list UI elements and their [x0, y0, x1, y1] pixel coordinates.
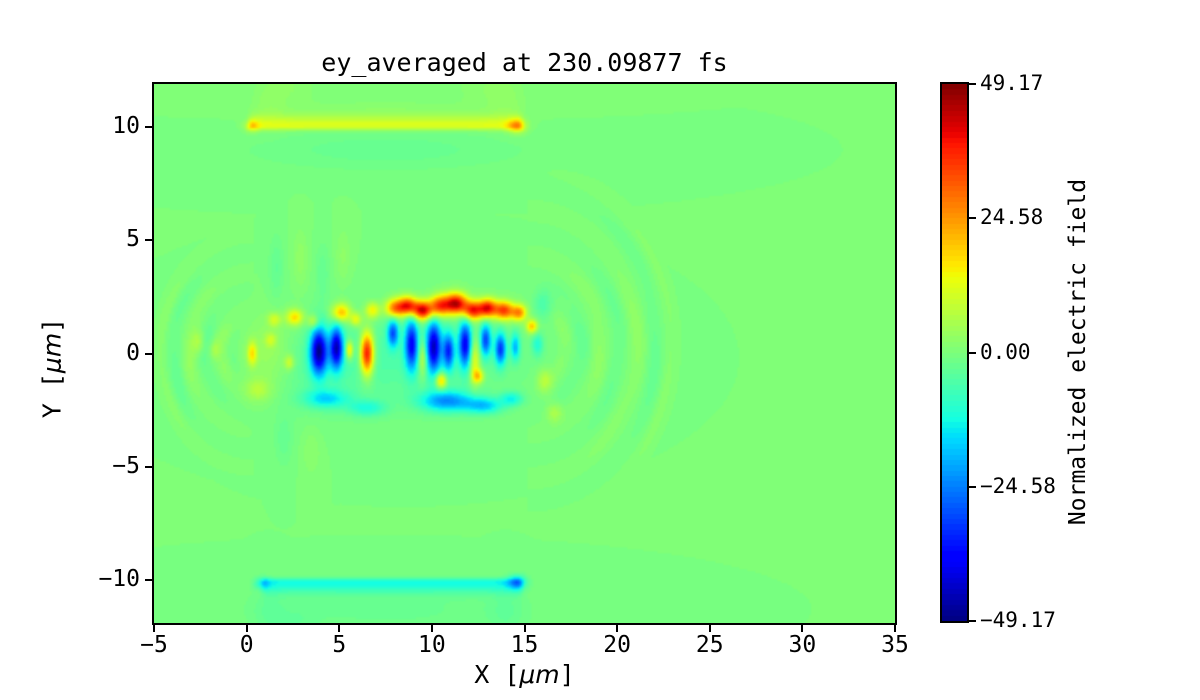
y-tick-label: 0 [126, 339, 140, 366]
y-tick-label: 10 [112, 113, 140, 140]
x-tick-label: 35 [881, 632, 909, 658]
colorbar-tick-mark [969, 485, 976, 488]
y-axis-label-suffix: ] [37, 317, 67, 333]
y-tick-mark [145, 352, 152, 355]
colorbar-tick-label: −49.17 [980, 608, 1056, 632]
x-tick-mark [245, 625, 248, 632]
colorbar-tick-mark [969, 83, 976, 85]
x-tick-mark [338, 625, 341, 632]
colorbar-canvas [942, 84, 967, 621]
x-tick-label: 15 [510, 632, 539, 658]
x-axis-label-suffix: ] [559, 660, 575, 689]
colorbar-tick-mark [969, 620, 976, 622]
colorbar-tick-label: 49.17 [980, 71, 1044, 95]
x-axis-label-prefix: X [ [474, 660, 520, 689]
x-tick-label: 25 [695, 632, 724, 658]
x-tick-mark [801, 625, 804, 632]
y-axis-label-prefix: Y [ [37, 373, 67, 419]
y-tick-mark [145, 578, 152, 581]
x-tick-label: 0 [239, 632, 254, 658]
colorbar-label: Normalized electric field [1065, 178, 1091, 526]
x-tick-label: 20 [603, 632, 631, 658]
colorbar-tick-mark [969, 351, 976, 354]
y-tick-mark [145, 126, 152, 129]
x-tick-label: 10 [418, 632, 446, 658]
y-axis-label: Y [μm] [38, 318, 67, 418]
x-axis-label: X [μm] [154, 660, 895, 689]
x-tick-mark [430, 625, 433, 632]
x-tick-mark [523, 625, 526, 632]
x-tick-mark [153, 625, 155, 632]
plot-title: ey_averaged at 230.09877 fs [321, 48, 728, 77]
x-tick-mark [616, 625, 619, 632]
x-tick-label: −5 [140, 632, 168, 658]
x-tick-label: 30 [788, 632, 817, 658]
colorbar-tick-label: −24.58 [980, 473, 1056, 498]
colorbar-tick-label: 24.58 [980, 205, 1044, 230]
x-axis-label-unit: μm [519, 660, 560, 689]
x-tick-label: 5 [332, 632, 347, 658]
x-tick-mark [894, 625, 896, 632]
heatmap-canvas [154, 84, 895, 623]
colorbar-tick-mark [969, 217, 976, 220]
y-tick-label: −5 [112, 452, 140, 479]
y-tick-label: 5 [126, 226, 140, 253]
y-tick-mark [145, 239, 152, 242]
x-tick-mark [708, 625, 711, 632]
y-tick-label: −10 [98, 565, 140, 592]
colorbar-tick-label: 0.00 [980, 339, 1031, 364]
y-tick-mark [145, 465, 152, 468]
